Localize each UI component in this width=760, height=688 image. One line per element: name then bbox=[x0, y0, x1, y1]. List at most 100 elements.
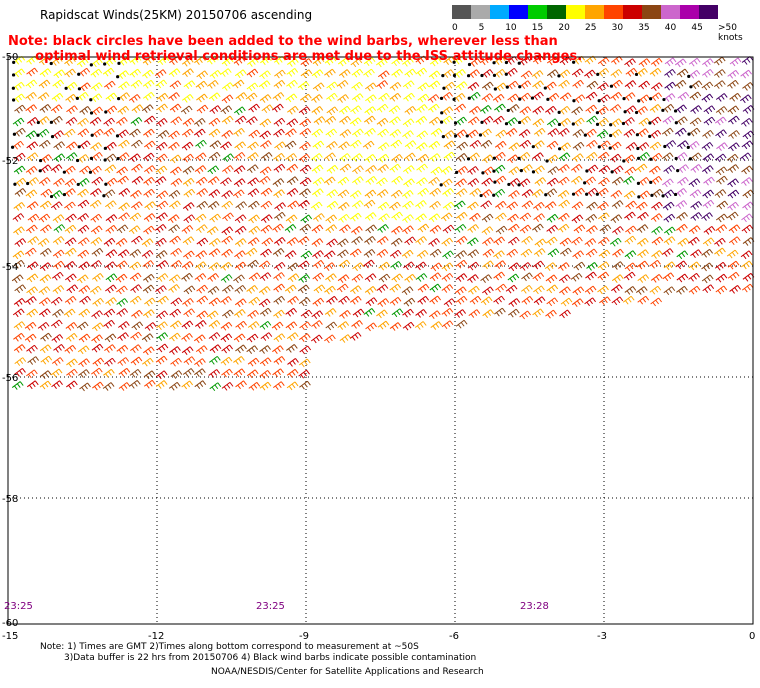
wind-barb bbox=[597, 187, 609, 197]
wind-barb bbox=[508, 298, 521, 307]
wind-barb bbox=[105, 224, 118, 234]
wind-barb bbox=[481, 93, 494, 102]
wind-barb bbox=[104, 164, 117, 174]
wind-barb bbox=[469, 188, 482, 197]
wind-barb bbox=[182, 202, 195, 211]
wind-barb bbox=[104, 357, 116, 367]
contamination-dot bbox=[103, 62, 107, 66]
wind-barb bbox=[222, 165, 234, 174]
wind-barb bbox=[741, 283, 754, 293]
wind-barb bbox=[221, 284, 234, 294]
wind-barb bbox=[207, 165, 220, 175]
wind-barb bbox=[65, 81, 78, 91]
wind-barb bbox=[247, 357, 260, 367]
wind-barb bbox=[417, 82, 430, 92]
wind-barb bbox=[715, 106, 728, 115]
wind-barb bbox=[690, 80, 703, 90]
contamination-dot bbox=[50, 135, 55, 139]
wind-barb bbox=[377, 298, 390, 307]
wind-barb bbox=[428, 140, 441, 150]
wind-barb bbox=[688, 127, 701, 137]
wind-barb bbox=[455, 81, 468, 90]
wind-barb bbox=[376, 177, 388, 187]
wind-barb bbox=[53, 178, 65, 187]
wind-barb bbox=[129, 249, 142, 258]
contamination-dot bbox=[492, 169, 496, 173]
wind-barb bbox=[312, 297, 325, 307]
wind-barb bbox=[193, 118, 206, 127]
wind-barb bbox=[247, 237, 260, 246]
wind-barb bbox=[144, 297, 156, 307]
contamination-dot bbox=[595, 111, 600, 115]
wind-barb bbox=[143, 273, 155, 283]
wind-barb bbox=[649, 141, 662, 151]
wind-barb bbox=[558, 127, 570, 137]
wind-barb bbox=[727, 260, 740, 270]
wind-barb bbox=[401, 286, 414, 295]
wind-barb bbox=[637, 274, 650, 283]
wind-barb bbox=[586, 80, 599, 90]
wind-barb bbox=[65, 322, 78, 331]
wind-barb bbox=[208, 332, 221, 341]
wind-barb bbox=[623, 128, 636, 138]
wind-barb bbox=[363, 308, 376, 317]
wind-barb bbox=[417, 93, 430, 103]
lat-label-58: -58 bbox=[2, 494, 19, 505]
wind-barb bbox=[51, 271, 64, 281]
wind-barb bbox=[690, 201, 703, 210]
wind-barb bbox=[258, 298, 271, 308]
wind-barb bbox=[586, 164, 599, 174]
wind-barb bbox=[597, 201, 609, 211]
wind-barb bbox=[116, 166, 129, 176]
wind-barb bbox=[182, 236, 195, 246]
wind-barb bbox=[208, 189, 221, 198]
wind-barb bbox=[77, 91, 89, 101]
wind-barb bbox=[129, 56, 142, 65]
wind-barb bbox=[454, 223, 467, 233]
wind-barb bbox=[389, 92, 402, 102]
wind-barb bbox=[196, 224, 208, 233]
wind-barb bbox=[183, 285, 196, 295]
wind-barb bbox=[597, 261, 610, 271]
wind-barb bbox=[312, 140, 325, 150]
wind-barb bbox=[688, 236, 700, 246]
wind-barb bbox=[258, 175, 271, 185]
wind-barb bbox=[37, 321, 50, 331]
wind-barb bbox=[39, 164, 52, 174]
wind-barb bbox=[416, 250, 429, 259]
wind-barb bbox=[351, 153, 363, 162]
wind-barb bbox=[480, 128, 492, 138]
wind-barb bbox=[352, 128, 364, 138]
wind-barb bbox=[494, 140, 507, 150]
legend-swatch bbox=[699, 5, 718, 19]
wind-barb bbox=[130, 79, 143, 89]
contamination-dot bbox=[531, 170, 536, 174]
wind-barb bbox=[297, 236, 310, 245]
wind-barb bbox=[77, 178, 90, 187]
wind-barb bbox=[118, 212, 130, 222]
wind-barb bbox=[181, 57, 194, 67]
wind-barb bbox=[50, 296, 63, 306]
wind-barb bbox=[674, 79, 687, 89]
wind-barb bbox=[234, 309, 246, 318]
wind-barb bbox=[11, 381, 24, 390]
wind-barb bbox=[546, 118, 559, 128]
wind-barb bbox=[391, 175, 403, 185]
wind-barb bbox=[261, 237, 274, 247]
wind-barb bbox=[688, 225, 701, 234]
wind-barb bbox=[453, 93, 466, 102]
time-label-2: 23:25 bbox=[256, 601, 285, 612]
wind-barb bbox=[14, 284, 27, 294]
wind-barb bbox=[90, 93, 103, 103]
wind-barb bbox=[312, 82, 325, 92]
wind-barb bbox=[443, 56, 456, 65]
wind-barb bbox=[429, 248, 442, 258]
wind-barb bbox=[38, 116, 50, 125]
wind-barb bbox=[52, 236, 65, 245]
wind-barb bbox=[609, 141, 622, 151]
contamination-dot bbox=[76, 182, 80, 187]
wind-barb bbox=[102, 382, 115, 391]
contamination-dot bbox=[572, 60, 576, 64]
wind-barb bbox=[297, 81, 310, 90]
wind-barb bbox=[155, 165, 168, 175]
